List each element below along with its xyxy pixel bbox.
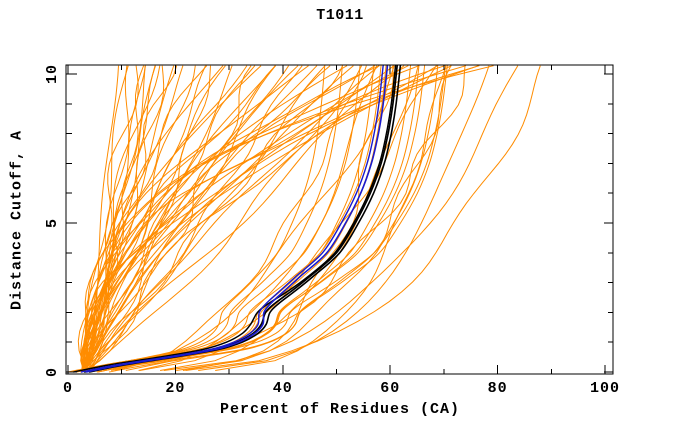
model-curve bbox=[77, 65, 480, 371]
model-curve bbox=[85, 65, 363, 371]
model-curve bbox=[81, 65, 290, 371]
y-tick-label: 0 bbox=[44, 367, 61, 377]
model-curve bbox=[83, 65, 376, 371]
chart-title: T1011 bbox=[316, 7, 364, 24]
model-curve bbox=[81, 65, 130, 371]
model-curve bbox=[83, 65, 331, 371]
axis-ticks bbox=[66, 65, 613, 374]
model-curve bbox=[109, 65, 439, 373]
x-tick-label: 0 bbox=[63, 380, 73, 397]
model-curve bbox=[163, 65, 519, 371]
x-tick-label: 100 bbox=[590, 380, 620, 397]
model-curve bbox=[87, 65, 178, 371]
model-curve bbox=[111, 65, 395, 371]
model-curve bbox=[80, 65, 426, 373]
model-curve bbox=[83, 65, 420, 371]
x-tick-label: 80 bbox=[488, 380, 508, 397]
model-curve bbox=[96, 65, 448, 373]
plot-frame bbox=[65, 64, 614, 375]
model-curve bbox=[83, 65, 445, 371]
model-curve bbox=[81, 65, 380, 371]
x-tick-label: 20 bbox=[165, 380, 185, 397]
model-curve bbox=[76, 65, 343, 373]
model-curve bbox=[84, 65, 318, 371]
model-curve bbox=[83, 65, 479, 371]
model-curve bbox=[83, 65, 494, 371]
curves-layer bbox=[67, 65, 541, 373]
x-tick-label: 60 bbox=[380, 380, 400, 397]
x-axis-title: Percent of Residues (CA) bbox=[219, 401, 461, 418]
y-tick-label: 5 bbox=[44, 218, 61, 228]
tick-labels: 0 20 40 60 80 100 0 5 10 bbox=[44, 64, 620, 397]
model-curve bbox=[67, 65, 382, 373]
model-curve bbox=[185, 65, 541, 371]
model-curve bbox=[139, 65, 466, 371]
x-tick-label: 40 bbox=[273, 380, 293, 397]
model-curve bbox=[84, 65, 175, 371]
model-curve bbox=[76, 65, 447, 373]
highlight-curve bbox=[85, 65, 389, 373]
model-curve bbox=[71, 65, 361, 373]
model-curve bbox=[125, 65, 437, 371]
y-tick-label: 10 bbox=[44, 64, 61, 84]
model-curve bbox=[80, 65, 467, 371]
model-curve bbox=[80, 65, 326, 373]
model-curve bbox=[198, 65, 490, 371]
highlight-curve bbox=[80, 65, 384, 373]
model-curve bbox=[80, 65, 309, 371]
model-curve bbox=[82, 65, 348, 371]
model-curve bbox=[114, 65, 367, 371]
